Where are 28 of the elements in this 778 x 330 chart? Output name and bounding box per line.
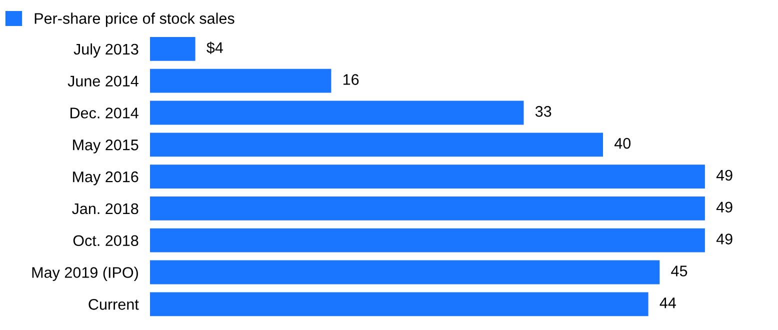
data-label: 40: [614, 138, 631, 149]
y-tick-label: May 2019 (IPO): [32, 266, 138, 281]
data-label: 49: [716, 170, 732, 181]
y-tick-label: May 2015: [73, 140, 138, 154]
bar: [150, 68, 332, 93]
y-tick-label: Jan. 2018: [72, 203, 138, 214]
bar: [150, 292, 648, 316]
data-label: 16: [343, 74, 359, 85]
data-label: 49: [716, 202, 732, 213]
y-tick-label: Oct. 2018: [73, 235, 138, 246]
bar: [150, 228, 705, 252]
data-label: 44: [660, 298, 676, 308]
y-tick-label: July 2013: [74, 43, 138, 58]
y-tick-label: June 2014: [68, 76, 138, 87]
y-tick-label: May 2016: [73, 171, 138, 186]
bar: [150, 196, 705, 220]
y-tick-label: Current: [88, 299, 139, 310]
bar: [150, 100, 524, 125]
bar: [150, 260, 660, 284]
y-tick-label: Dec. 2014: [70, 108, 138, 118]
data-label: 33: [535, 106, 552, 117]
bar: [150, 132, 604, 157]
data-label: 49: [716, 234, 732, 244]
legend-label: Per-share price of stock sales: [34, 12, 234, 27]
data-label: $4: [206, 42, 223, 54]
bar: [150, 36, 196, 61]
bar: [150, 164, 705, 189]
data-label: 45: [671, 266, 688, 276]
